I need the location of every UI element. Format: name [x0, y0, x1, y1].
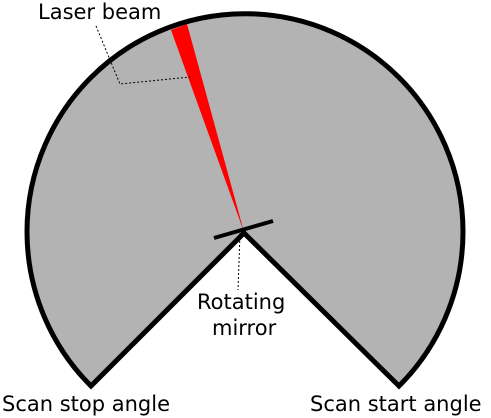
scan-sector	[24, 11, 466, 390]
laser-beam-leader	[95, 25, 191, 85]
rotating-mirror	[213, 219, 274, 240]
laser-beam-label: Laser beam	[38, 0, 161, 24]
rotating-label: Rotating	[197, 290, 285, 314]
mirror-label: mirror	[212, 316, 277, 340]
mirror-leader	[237, 232, 241, 291]
scan-start-angle-label: Scan start angle	[310, 392, 482, 416]
scan-stop-angle-label: Scan stop angle	[2, 392, 170, 416]
laser-beam	[171, 24, 244, 232]
